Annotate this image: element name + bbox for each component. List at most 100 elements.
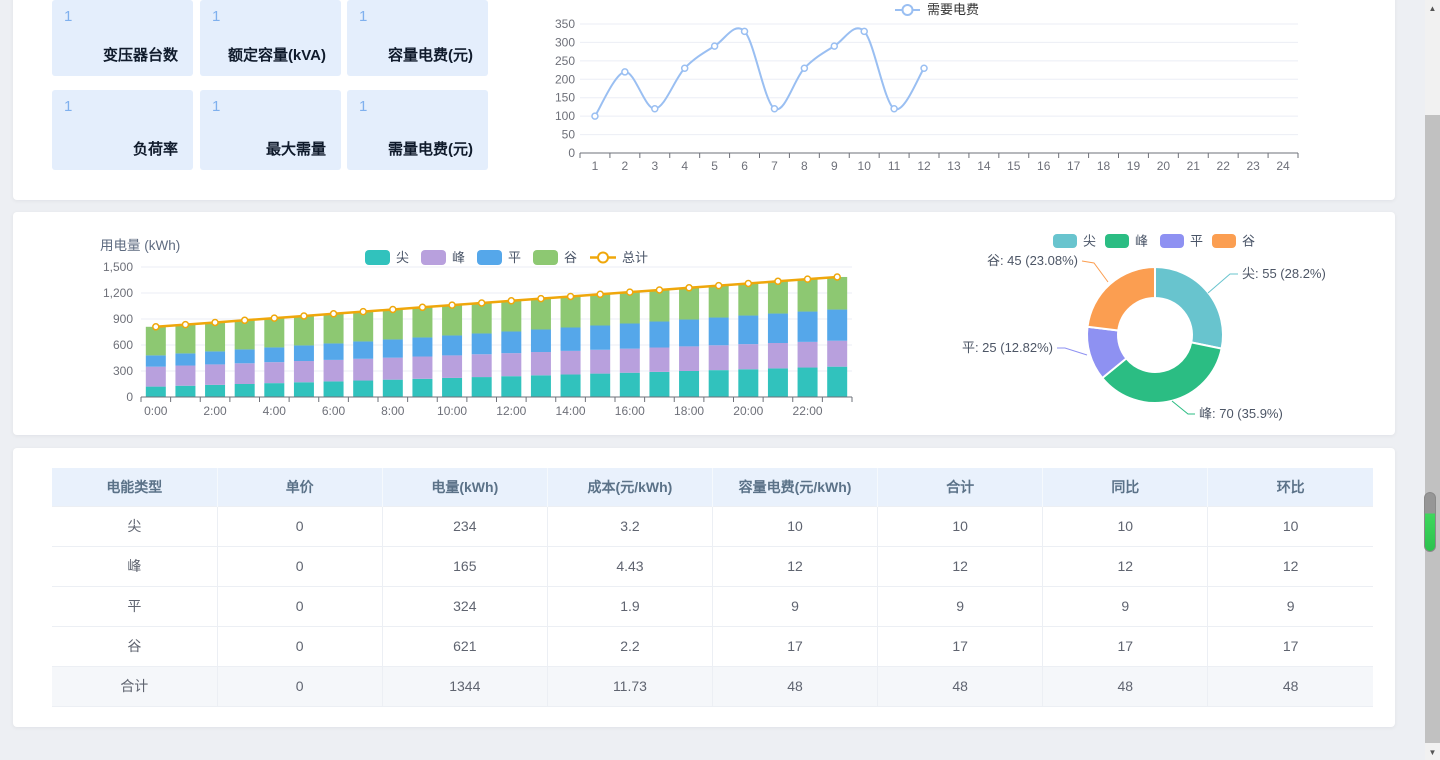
svg-text:22:00: 22:00 bbox=[793, 404, 823, 418]
legend-item-total[interactable]: 总计 bbox=[590, 250, 648, 265]
stat-value: 1 bbox=[212, 8, 221, 25]
table-cell: 12 bbox=[1207, 545, 1373, 586]
table-header-row: 电能类型 单价 电量(kWh) 成本(元/kWh) 容量电费(元/kWh) 合计 同比 环比 bbox=[52, 468, 1373, 506]
stat-value: 1 bbox=[359, 98, 368, 115]
svg-text:需要电费: 需要电费 bbox=[927, 2, 979, 17]
stat-value: 1 bbox=[64, 8, 73, 25]
svg-text:10: 10 bbox=[858, 159, 872, 173]
svg-text:6:00: 6:00 bbox=[322, 404, 346, 418]
svg-text:2:00: 2:00 bbox=[203, 404, 227, 418]
stat-label: 负荷率 bbox=[132, 141, 178, 158]
svg-text:12:00: 12:00 bbox=[496, 404, 526, 418]
table-cell: 9 bbox=[877, 585, 1044, 626]
legend-item-2[interactable]: 平 bbox=[1160, 234, 1203, 249]
legend-item-0[interactable]: 尖 bbox=[365, 250, 409, 265]
table-cell: 4.43 bbox=[547, 545, 714, 586]
svg-text:50: 50 bbox=[562, 128, 576, 142]
table-cell: 9 bbox=[712, 585, 879, 626]
svg-text:0: 0 bbox=[568, 146, 575, 160]
table-cell: 1344 bbox=[382, 665, 548, 707]
table-row: 尖 0 234 3.2 10 10 10 10 bbox=[52, 505, 1373, 546]
legend-item-0[interactable]: 尖 bbox=[1053, 234, 1096, 249]
svg-text:23: 23 bbox=[1246, 159, 1260, 173]
legend-demand-fee[interactable]: 需要电费 bbox=[895, 2, 979, 17]
stat-card-transformer-count: 1 变压器台数 bbox=[52, 0, 193, 76]
svg-text:19: 19 bbox=[1127, 159, 1141, 173]
legend-usage[interactable]: 尖 峰 平 谷 总计 bbox=[365, 250, 648, 265]
table-cell: 17 bbox=[877, 625, 1044, 666]
svg-text:250: 250 bbox=[555, 54, 575, 68]
table-header-cell: 电能类型 bbox=[52, 468, 218, 506]
stat-value: 1 bbox=[64, 98, 73, 115]
stat-card-max-demand: 1 最大需量 bbox=[200, 90, 341, 170]
usage-stacked-bar-chart: 0 300 600 900 1,200 1,500 0:00 2:00 4:00 6:00 8:00… bbox=[100, 238, 853, 418]
table-cell: 48 bbox=[1207, 665, 1373, 707]
svg-text:7: 7 bbox=[771, 159, 778, 173]
table-cell: 0 bbox=[217, 665, 383, 707]
stat-label: 最大需量 bbox=[265, 141, 326, 158]
legend-item-3[interactable]: 谷 bbox=[533, 250, 577, 265]
energy-table-panel: 电能类型 单价 电量(kWh) 成本(元/kWh) 容量电费(元/kWh) 合计 同比 环比 … bbox=[13, 448, 1395, 727]
legend-item-1[interactable]: 峰 bbox=[1105, 234, 1148, 249]
svg-text:16:00: 16:00 bbox=[615, 404, 645, 418]
svg-text:17: 17 bbox=[1067, 159, 1081, 173]
svg-text:总计: 总计 bbox=[622, 250, 648, 265]
legend-item-3[interactable]: 谷 bbox=[1212, 234, 1255, 249]
svg-text:200: 200 bbox=[555, 72, 575, 86]
svg-text:4:00: 4:00 bbox=[263, 404, 287, 418]
table-cell: 621 bbox=[382, 625, 548, 666]
svg-text:1,200: 1,200 bbox=[103, 286, 133, 300]
x-axis-labels: 0:00 2:00 4:00 6:00 8:00 10:00 12:00 14:00 16:00… bbox=[144, 404, 823, 418]
svg-text:4: 4 bbox=[681, 159, 688, 173]
table-header-cell: 成本(元/kWh) bbox=[547, 468, 714, 506]
table-row: 谷 0 621 2.2 17 17 17 17 bbox=[52, 625, 1373, 666]
svg-text:11: 11 bbox=[888, 159, 901, 173]
svg-text:1,500: 1,500 bbox=[103, 260, 133, 274]
table-cell: 尖 bbox=[52, 505, 218, 546]
svg-text:13: 13 bbox=[947, 159, 961, 173]
scrollbar-thumb[interactable] bbox=[1425, 115, 1440, 743]
svg-text:14: 14 bbox=[977, 159, 991, 173]
svg-text:900: 900 bbox=[113, 312, 133, 326]
x-axis-labels: 1 2 3 4 5 6 7 8 9 10 11 12 13 14 15 16 17 18 19 20 21 22 23 24 bbox=[592, 159, 1290, 173]
table-cell: 48 bbox=[1042, 665, 1209, 707]
table-header-cell: 容量电费(元/kWh) bbox=[712, 468, 879, 506]
stat-label: 需量电费(元) bbox=[388, 141, 473, 158]
scroll-position-indicator[interactable] bbox=[1424, 492, 1436, 552]
table-cell: 3.2 bbox=[547, 505, 714, 546]
stat-card-demand-fee: 1 需量电费(元) bbox=[347, 90, 488, 170]
svg-text:平: 平 bbox=[1190, 234, 1203, 249]
table-cell: 9 bbox=[1207, 585, 1373, 626]
legend-item-1[interactable]: 峰 bbox=[421, 250, 465, 265]
legend-item-2[interactable]: 平 bbox=[477, 250, 521, 265]
table-cell: 9 bbox=[1042, 585, 1209, 626]
table-row: 平 0 324 1.9 9 9 9 9 bbox=[52, 585, 1373, 626]
table-row: 峰 0 165 4.43 12 12 12 12 bbox=[52, 545, 1373, 586]
svg-text:16: 16 bbox=[1037, 159, 1051, 173]
svg-text:谷: 谷 bbox=[1242, 234, 1255, 249]
scroll-down-arrow-icon[interactable]: ▼ bbox=[1428, 747, 1437, 757]
vertical-scrollbar[interactable]: ▲ ▼ bbox=[1425, 0, 1440, 760]
legend-donut[interactable]: 尖峰 平 谷 bbox=[1053, 234, 1255, 249]
table-cell: 17 bbox=[712, 625, 879, 666]
donut-slice-1 bbox=[1100, 341, 1223, 404]
table-cell: 0 bbox=[217, 585, 383, 626]
energy-table-body: 尖 0 234 3.2 10 10 10 10 峰 0 165 4.43 12 12 12 12 平 0 324 1.… bbox=[52, 505, 1373, 707]
svg-text:8: 8 bbox=[801, 159, 808, 173]
table-cell: 谷 bbox=[52, 625, 218, 666]
stacked-bars bbox=[145, 276, 848, 397]
table-cell: 17 bbox=[1042, 625, 1209, 666]
table-cell: 峰 bbox=[52, 545, 218, 586]
table-cell: 234 bbox=[382, 505, 548, 546]
table-cell: 0 bbox=[217, 505, 383, 546]
donut-slices bbox=[1086, 265, 1224, 404]
svg-text:10:00: 10:00 bbox=[437, 404, 467, 418]
svg-text:6: 6 bbox=[741, 159, 748, 173]
svg-text:峰: 70 (35.9%): 峰: 70 (35.9%) bbox=[1199, 406, 1283, 421]
svg-text:2: 2 bbox=[622, 159, 629, 173]
scroll-up-arrow-icon[interactable]: ▲ bbox=[1428, 3, 1437, 13]
table-cell: 0 bbox=[217, 625, 383, 666]
table-cell: 11.73 bbox=[547, 665, 714, 707]
svg-text:300: 300 bbox=[555, 35, 575, 49]
